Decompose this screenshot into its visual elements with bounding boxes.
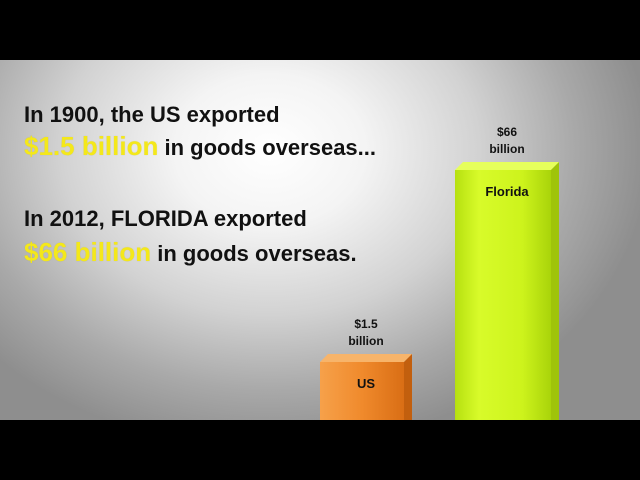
- us-export-amount: $1.5 billion: [24, 131, 159, 161]
- headline-1900-text: In 1900, the US exported: [24, 102, 280, 127]
- headline-1900-line: In 1900, the US exported: [24, 102, 280, 128]
- us-bar-top: [320, 354, 412, 362]
- us-value-label-unit: billion: [348, 334, 383, 348]
- headline-2012-line: In 2012, FLORIDA exported: [24, 206, 307, 232]
- florida-bar-side: [551, 162, 559, 420]
- florida-value-label-amount: $66: [497, 125, 517, 139]
- headline-2012-amount-line: $66 billion in goods overseas.: [24, 238, 357, 268]
- florida-bar-group: Florida $66 billion: [455, 125, 559, 420]
- florida-export-amount: $66 billion: [24, 237, 152, 267]
- us-bar-group: US $1.5 billion: [320, 317, 412, 420]
- us-bar-side: [404, 354, 412, 420]
- us-bar-label: US: [357, 376, 375, 391]
- us-bar: [320, 362, 404, 420]
- us-value-label-amount: $1.5: [354, 317, 378, 331]
- headline-1900-amount-line: $1.5 billion in goods overseas...: [24, 132, 376, 162]
- infographic-stage: US $1.5 billion Florida $66 billion In 1900, …: [0, 60, 640, 420]
- headline-2012-rest: in goods overseas.: [151, 241, 357, 266]
- bars-layer: US $1.5 billion Florida $66 billion: [320, 125, 559, 420]
- export-bar-chart: US $1.5 billion Florida $66 billion: [320, 125, 559, 420]
- florida-bar: [455, 170, 551, 420]
- headline-2012-text: In 2012, FLORIDA exported: [24, 206, 307, 231]
- florida-value-label-unit: billion: [489, 142, 524, 156]
- florida-bar-label: Florida: [485, 184, 529, 199]
- florida-bar-top: [455, 162, 559, 170]
- headline-1900-rest: in goods overseas...: [158, 135, 377, 160]
